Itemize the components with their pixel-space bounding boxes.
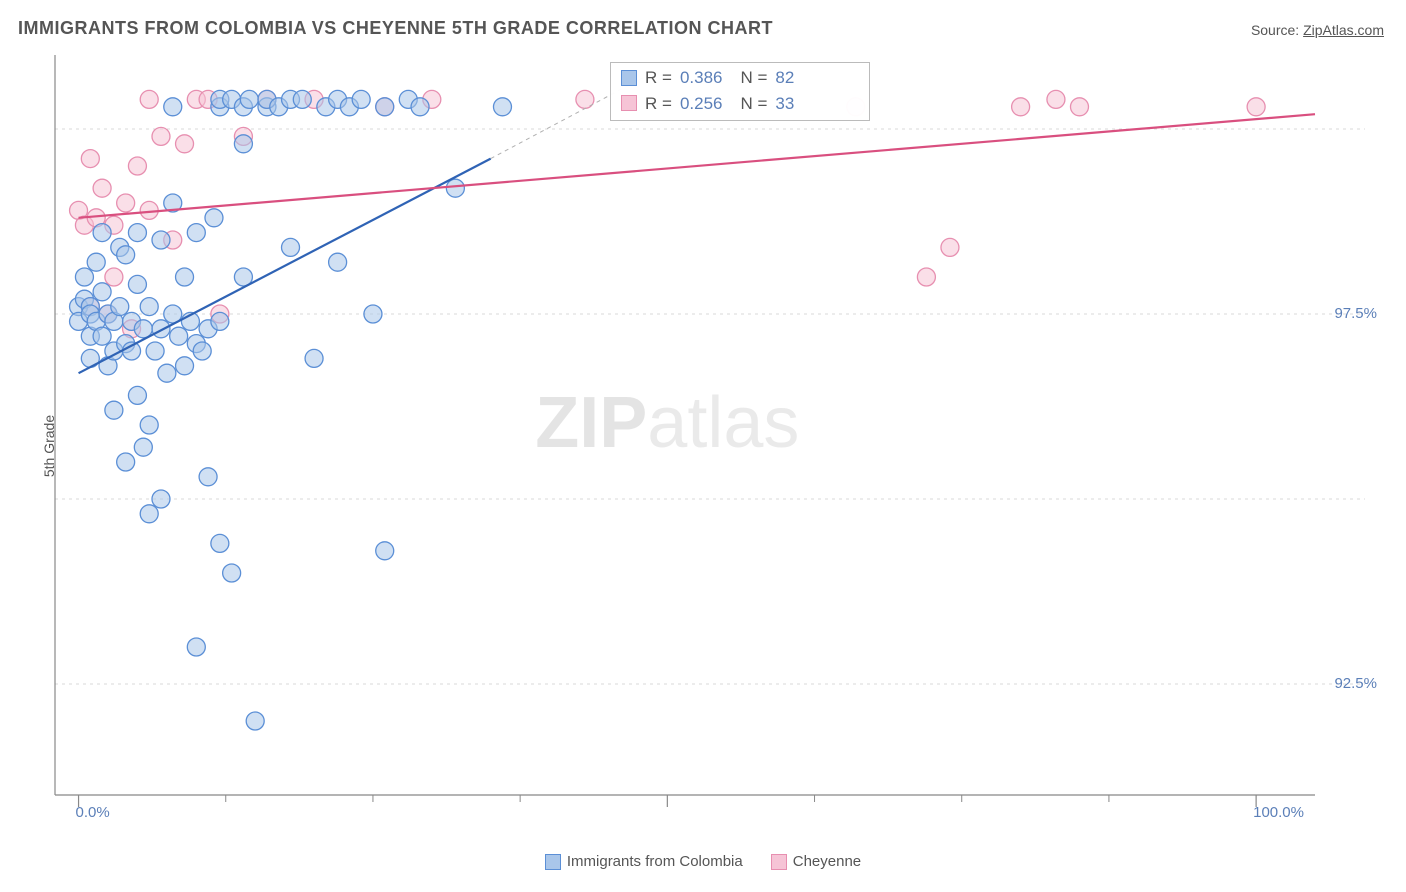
point-colombia: [234, 135, 252, 153]
point-colombia: [134, 438, 152, 456]
point-colombia: [376, 542, 394, 560]
point-colombia: [411, 98, 429, 116]
point-cheyenne: [140, 90, 158, 108]
point-colombia: [152, 231, 170, 249]
point-cheyenne: [117, 194, 135, 212]
point-colombia: [128, 275, 146, 293]
correlation-box: R = 0.386 N = 82 R = 0.256 N = 33: [610, 62, 870, 122]
point-colombia: [140, 298, 158, 316]
n-value: 33: [775, 91, 794, 117]
trend-line-colombia: [79, 159, 491, 374]
point-cheyenne: [1070, 98, 1088, 116]
point-colombia: [128, 386, 146, 404]
legend-label-colombia: Immigrants from Colombia: [567, 853, 743, 870]
point-colombia: [199, 468, 217, 486]
point-colombia: [493, 98, 511, 116]
trend-line-cheyenne: [79, 114, 1315, 218]
point-colombia: [117, 453, 135, 471]
r-row-colombia: R = 0.386 N = 82: [621, 65, 859, 91]
n-label: N =: [740, 65, 767, 91]
point-colombia: [111, 298, 129, 316]
point-colombia: [146, 342, 164, 360]
point-colombia: [140, 416, 158, 434]
chart-container: IMMIGRANTS FROM COLOMBIA VS CHEYENNE 5TH…: [0, 0, 1406, 892]
point-colombia: [176, 357, 194, 375]
point-colombia: [158, 364, 176, 382]
point-colombia: [211, 534, 229, 552]
point-colombia: [193, 342, 211, 360]
point-colombia: [205, 209, 223, 227]
point-colombia: [211, 312, 229, 330]
legend-swatch-colombia: [545, 854, 561, 870]
point-cheyenne: [941, 238, 959, 256]
n-label: N =: [740, 91, 767, 117]
legend-item-cheyenne: Cheyenne: [771, 853, 861, 870]
point-cheyenne: [1047, 90, 1065, 108]
point-cheyenne: [176, 135, 194, 153]
point-colombia: [305, 349, 323, 367]
point-colombia: [93, 224, 111, 242]
plot-area: ZIPatlas R = 0.386 N = 82 R = 0.256 N = 33 9…: [55, 55, 1375, 825]
point-colombia: [446, 179, 464, 197]
legend-swatch-cheyenne: [771, 854, 787, 870]
point-colombia: [93, 327, 111, 345]
point-colombia: [152, 490, 170, 508]
x-tick-label: 0.0%: [76, 804, 110, 821]
r-label: R =: [645, 91, 672, 117]
legend-label-cheyenne: Cheyenne: [793, 853, 861, 870]
point-colombia: [352, 90, 370, 108]
r-value: 0.386: [680, 65, 723, 91]
point-colombia: [293, 90, 311, 108]
bottom-legend: Immigrants from Colombia Cheyenne: [0, 853, 1406, 870]
point-cheyenne: [81, 150, 99, 168]
r-swatch-cheyenne: [621, 95, 637, 111]
point-cheyenne: [105, 268, 123, 286]
n-value: 82: [775, 65, 794, 91]
point-colombia: [117, 246, 135, 264]
point-cheyenne: [1247, 98, 1265, 116]
point-colombia: [75, 268, 93, 286]
x-tick-label: 100.0%: [1253, 804, 1304, 821]
watermark: ZIPatlas: [535, 383, 799, 463]
point-colombia: [87, 253, 105, 271]
y-tick-label: 97.5%: [1334, 305, 1377, 322]
source-label: Source:: [1251, 22, 1303, 38]
point-colombia: [364, 305, 382, 323]
point-colombia: [187, 224, 205, 242]
point-colombia: [176, 268, 194, 286]
point-colombia: [187, 638, 205, 656]
scatter-svg: ZIPatlas R = 0.386 N = 82 R = 0.256 N = 33: [55, 55, 1375, 825]
source-link[interactable]: ZipAtlas.com: [1303, 22, 1384, 38]
r-label: R =: [645, 65, 672, 91]
point-cheyenne: [93, 179, 111, 197]
point-colombia: [329, 253, 347, 271]
r-value: 0.256: [680, 91, 723, 117]
r-row-cheyenne: R = 0.256 N = 33: [621, 91, 859, 117]
point-cheyenne: [917, 268, 935, 286]
point-colombia: [105, 401, 123, 419]
point-colombia: [246, 712, 264, 730]
point-cheyenne: [128, 157, 146, 175]
point-colombia: [282, 238, 300, 256]
point-colombia: [128, 224, 146, 242]
point-colombia: [93, 283, 111, 301]
y-tick-label: 92.5%: [1334, 675, 1377, 692]
point-colombia: [140, 505, 158, 523]
point-colombia: [240, 90, 258, 108]
point-cheyenne: [1012, 98, 1030, 116]
point-colombia: [152, 320, 170, 338]
r-swatch-colombia: [621, 70, 637, 86]
chart-title: IMMIGRANTS FROM COLOMBIA VS CHEYENNE 5TH…: [18, 18, 773, 39]
point-colombia: [170, 327, 188, 345]
legend-item-colombia: Immigrants from Colombia: [545, 853, 743, 870]
point-cheyenne: [152, 127, 170, 145]
point-colombia: [376, 98, 394, 116]
source-attribution: Source: ZipAtlas.com: [1251, 22, 1384, 38]
point-colombia: [164, 98, 182, 116]
point-colombia: [223, 564, 241, 582]
